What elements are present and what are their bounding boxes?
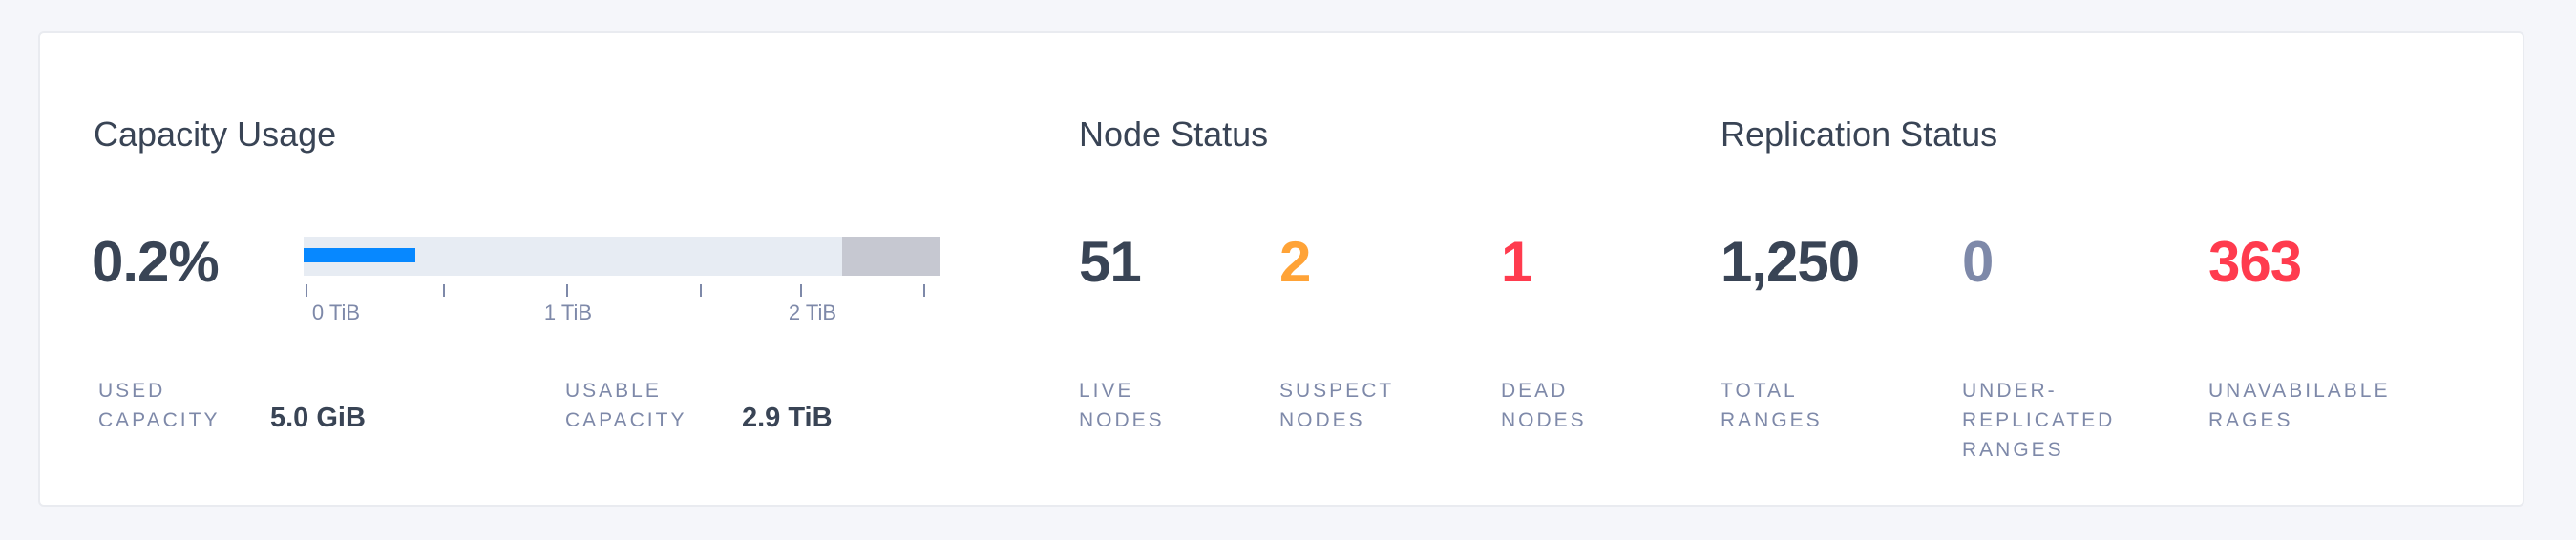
node-status-title: Node Status [1079, 114, 1269, 154]
axis-tick [306, 284, 307, 297]
axis-tick-label: 0 TiB [311, 301, 361, 324]
capacity-bar-unusable [842, 237, 940, 276]
dead-nodes-label: DEAD NODES [1501, 380, 1587, 431]
axis-tick [443, 284, 445, 297]
capacity-usage-title: Capacity Usage [94, 114, 337, 154]
under-replicated-ranges-label: UNDER- REPLICATED RANGES [1962, 380, 2116, 461]
unavailable-ranges-label: UNAVABILABLE RAGES [2208, 380, 2391, 431]
axis-tick [566, 284, 568, 297]
usable-capacity-value: 2.9 TiB [742, 403, 833, 433]
total-ranges-label: TOTAL RANGES [1721, 380, 1823, 431]
capacity-bar-used [304, 248, 416, 262]
live-nodes-label: LIVE NODES [1079, 380, 1165, 431]
capacity-bar [304, 237, 940, 276]
replication-status-title: Replication Status [1721, 114, 1998, 154]
axis-tick-label: 1 TiB [543, 301, 593, 324]
axis-tick [923, 284, 925, 297]
total-ranges-count: 1,250 [1721, 230, 1860, 294]
axis-tick-label: 2 TiB [788, 301, 837, 324]
used-capacity-label: USED CAPACITY [98, 380, 221, 431]
suspect-nodes-count: 2 [1279, 230, 1311, 294]
used-capacity-value: 5.0 GiB [270, 403, 366, 433]
dead-nodes-count: 1 [1501, 230, 1532, 294]
axis-tick [700, 284, 702, 297]
live-nodes-count: 51 [1079, 230, 1142, 294]
usable-capacity-label: USABLE CAPACITY [565, 380, 687, 431]
axis-tick [800, 284, 802, 297]
under-replicated-ranges-count: 0 [1962, 230, 1994, 294]
suspect-nodes-label: SUSPECT NODES [1279, 380, 1395, 431]
capacity-percent: 0.2% [92, 230, 220, 294]
unavailable-ranges-count: 363 [2208, 230, 2302, 294]
